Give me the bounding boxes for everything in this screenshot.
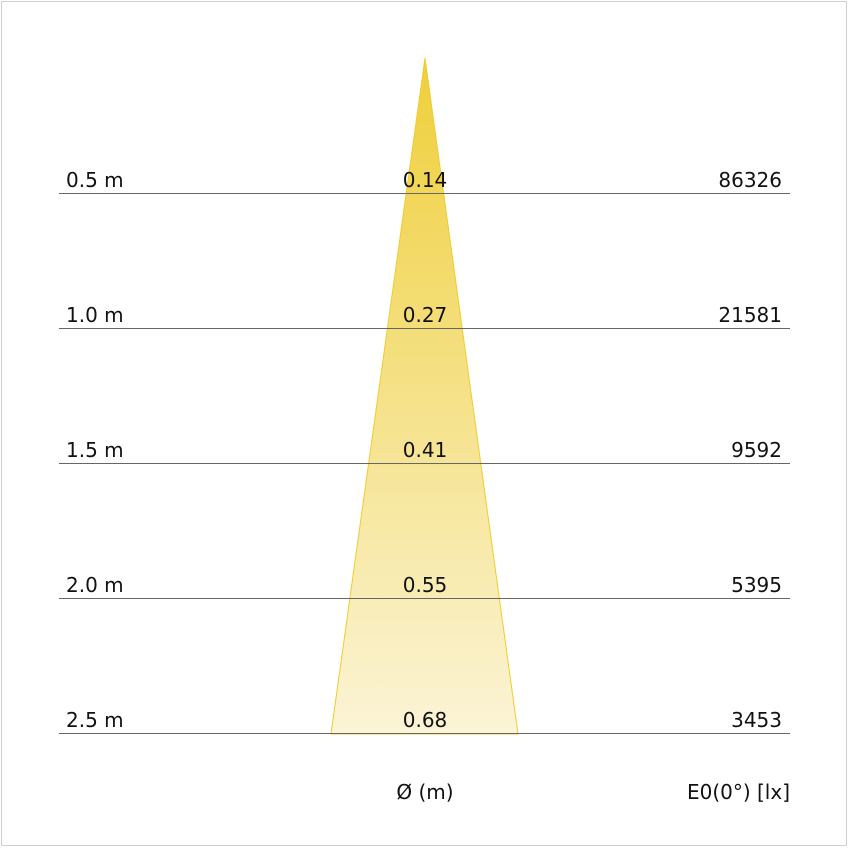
illuminance-value: 5395	[731, 573, 782, 597]
illuminance-value: 21581	[718, 303, 782, 327]
distance-label: 2.5 m	[66, 708, 124, 732]
diameter-value: 0.27	[403, 303, 448, 327]
distance-label: 2.0 m	[66, 573, 124, 597]
distance-label: 1.5 m	[66, 438, 124, 462]
distance-label: 1.0 m	[66, 303, 124, 327]
diameter-value: 0.14	[403, 168, 448, 192]
illuminance-axis-label: E0(0°) [lx]	[687, 780, 790, 804]
illuminance-value: 86326	[718, 168, 782, 192]
diameter-axis-label: Ø (m)	[396, 780, 453, 804]
diameter-value: 0.68	[403, 708, 448, 732]
diameter-value: 0.55	[403, 573, 448, 597]
illuminance-value: 9592	[731, 438, 782, 462]
illuminance-value: 3453	[731, 708, 782, 732]
diameter-value: 0.41	[403, 438, 448, 462]
distance-label: 0.5 m	[66, 168, 124, 192]
